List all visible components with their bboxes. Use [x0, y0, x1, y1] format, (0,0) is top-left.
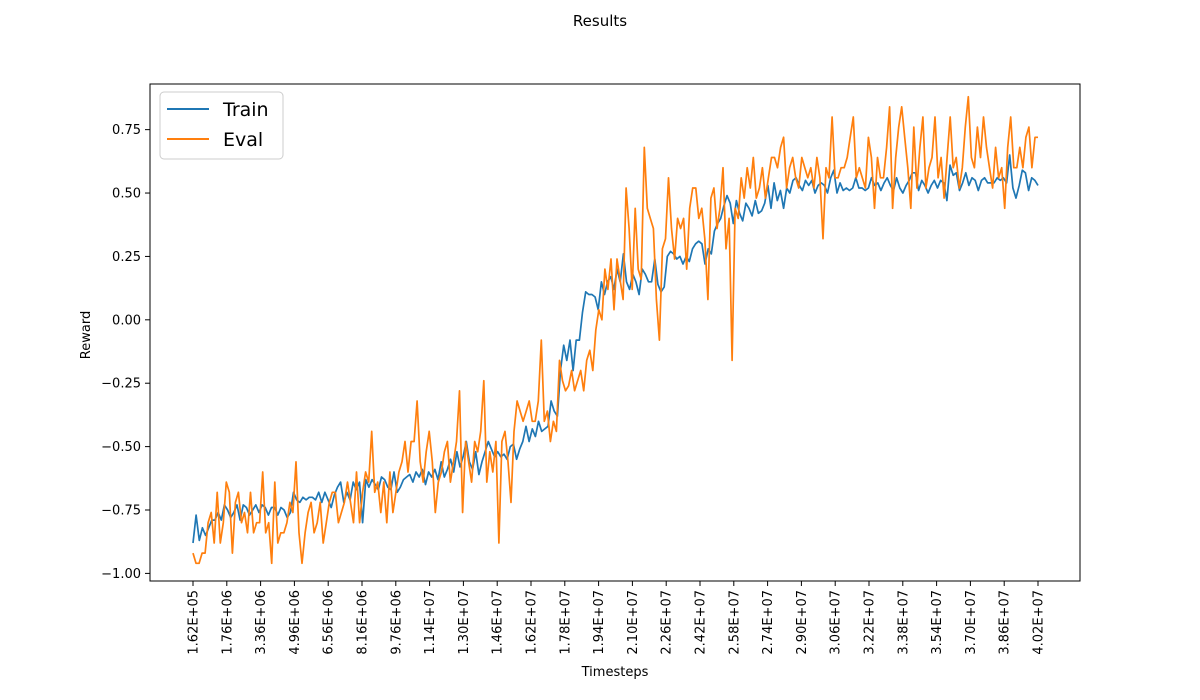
y-tick-label: −0.50: [101, 440, 141, 455]
x-tick-label: 4.96E+06: [288, 590, 303, 655]
x-tick-label: 3.36E+06: [254, 590, 269, 655]
x-tick-label: 1.46E+07: [491, 590, 506, 655]
legend: Train Eval: [159, 91, 284, 160]
x-tick-label: 2.74E+07: [761, 590, 776, 655]
x-tick-label: 3.86E+07: [998, 590, 1013, 655]
x-tick-label: 1.78E+07: [558, 590, 573, 655]
x-tick-label: 3.22E+07: [863, 590, 878, 655]
x-tick-label: 8.16E+06: [356, 590, 371, 655]
y-tick-label: 0.25: [112, 250, 141, 265]
x-tick-label: 3.06E+07: [829, 590, 844, 655]
x-tick-label: 1.76E+06: [220, 590, 235, 655]
x-tick-label: 1.62E+07: [525, 590, 540, 655]
y-tick-label: −1.00: [101, 567, 141, 582]
y-tick-label: 0.50: [112, 187, 141, 202]
x-tick-label: 2.90E+07: [795, 590, 810, 655]
y-tick-label: −0.75: [101, 504, 141, 519]
x-tick-label: 1.62E+05: [187, 590, 202, 655]
x-tick-label: 1.14E+07: [423, 590, 438, 655]
legend-label-eval: Eval: [223, 129, 263, 151]
x-tick-label: 2.26E+07: [660, 590, 675, 655]
x-tick-label: 9.76E+06: [389, 590, 404, 655]
x-tick-label: 2.58E+07: [727, 590, 742, 655]
x-tick-label: 3.38E+07: [896, 590, 911, 655]
plot-area-frame: [149, 83, 1081, 582]
y-tick-label: 0.75: [112, 123, 141, 138]
y-tick-label: 0.00: [112, 313, 141, 328]
x-tick-label: 3.70E+07: [964, 590, 979, 655]
y-tick-label: −0.25: [101, 377, 141, 392]
x-tick-label: 4.02E+07: [1032, 590, 1047, 655]
x-tick-label: 1.94E+07: [592, 590, 607, 655]
x-tick-label: 6.56E+06: [322, 590, 337, 655]
x-axis-label: Timesteps: [581, 665, 649, 680]
x-axis: 1.62E+05 1.76E+06 3.36E+06 4.96E+06 6.56E+06…: [187, 581, 1047, 655]
x-tick-label: 2.10E+07: [626, 590, 641, 655]
legend-label-train: Train: [222, 99, 269, 121]
series-layer: [192, 95, 1039, 565]
series-line-eval: [192, 95, 1038, 565]
y-axis-label: Reward: [79, 311, 94, 359]
x-tick-label: 3.54E+07: [930, 590, 945, 655]
x-tick-label: 1.30E+07: [457, 590, 472, 655]
x-tick-label: 2.42E+07: [694, 590, 709, 655]
chart-suptitle: Results: [573, 12, 627, 30]
y-axis: −1.00 −0.75 −0.50 −0.25 0.00 0.25 0.50 0.75: [101, 123, 150, 582]
